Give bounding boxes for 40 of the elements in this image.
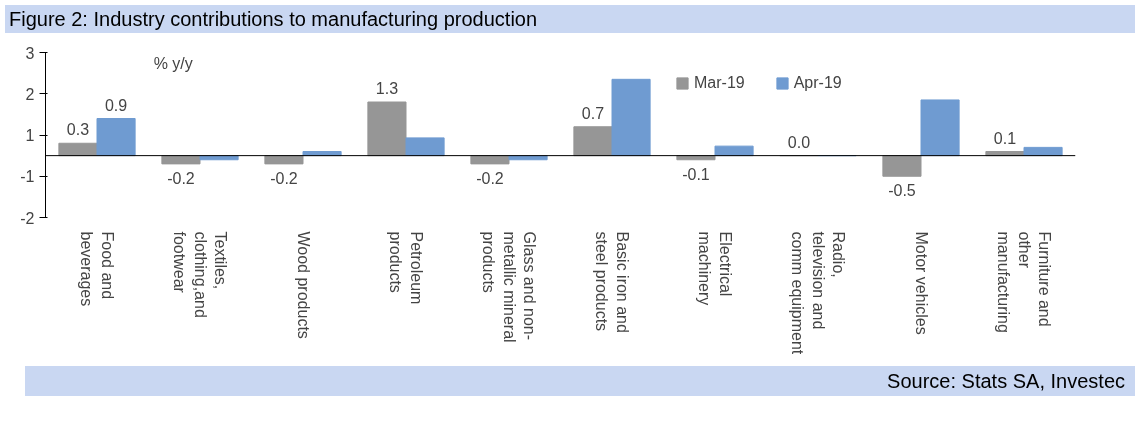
data-label: -0.2 [476, 169, 504, 187]
x-tick-label: Glass and non-metallic mineral products [480, 231, 538, 343]
bar [367, 101, 407, 157]
bar [264, 155, 304, 165]
bar [611, 78, 651, 157]
data-label: 0.0 [787, 133, 811, 151]
x-tick-label: Textiles, clothing,and footwear [171, 231, 229, 318]
data-label: -0.2 [270, 169, 298, 187]
bar [920, 99, 960, 157]
chart-title: Figure 2: Industry contributions to manufacturing production [9, 7, 538, 32]
y-tick-label: -2 [20, 209, 35, 227]
data-label: 0.7 [581, 104, 605, 122]
x-tick-label: Motor vehicles [912, 231, 930, 335]
x-tick-label: Wood products [294, 231, 312, 339]
bar [96, 118, 136, 157]
x-tick-label: Furniture and other manufacturing [995, 231, 1053, 333]
data-label: -0.1 [682, 165, 710, 183]
y-tick-label: 2 [25, 85, 35, 103]
source-note: Source: Stats SA, Investec [887, 369, 1125, 394]
data-label: 0.9 [104, 96, 128, 114]
data-label: -0.5 [888, 182, 916, 200]
bar [470, 155, 510, 165]
data-label: -0.2 [167, 169, 195, 187]
bar [405, 137, 445, 157]
data-label: 0.3 [66, 121, 90, 139]
x-tick-label: Food and beverages [78, 231, 116, 307]
bar [161, 155, 201, 165]
y-tick-label: 3 [25, 44, 35, 62]
legend-label: Mar-19 [694, 74, 745, 92]
data-label: 0.1 [993, 129, 1017, 147]
bar [882, 155, 922, 177]
legend-label: Apr-19 [793, 74, 842, 92]
x-tick-label: Electrical machinery [696, 231, 734, 306]
bar [573, 126, 613, 157]
x-tick-label: Petroleum products [387, 231, 425, 305]
y-axis-title: % y/y [153, 54, 193, 72]
y-tick-label: -1 [20, 168, 35, 186]
bar [714, 145, 754, 157]
data-label: 1.3 [375, 80, 399, 97]
y-tick-label: 1 [25, 127, 35, 144]
